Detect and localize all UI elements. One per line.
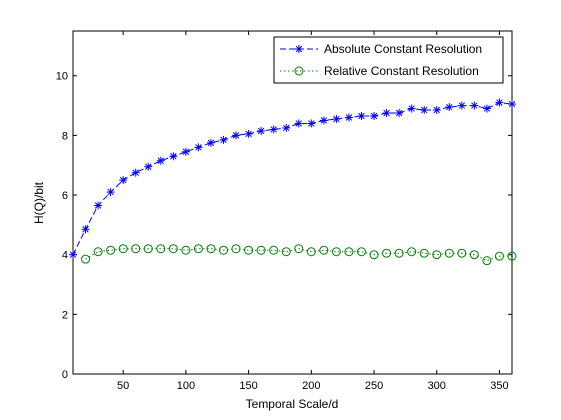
data-point-series-2 xyxy=(507,251,517,261)
data-point-series-1 xyxy=(344,113,353,122)
data-point-series-2 xyxy=(219,245,229,255)
data-point-series-2 xyxy=(469,250,479,260)
data-point-series-2 xyxy=(369,250,379,260)
data-point-series-2 xyxy=(432,250,442,260)
data-point-series-2 xyxy=(482,256,492,266)
data-point-series-1 xyxy=(269,125,278,134)
data-point-series-2 xyxy=(457,248,467,258)
data-point-series-2 xyxy=(106,245,116,255)
data-point-series-1 xyxy=(357,112,366,121)
data-point-series-2 xyxy=(244,245,254,255)
data-point-series-2 xyxy=(494,251,504,261)
legend: Absolute Constant Resolution Relative Con… xyxy=(273,36,504,84)
y-axis-label: H(Q)/bit xyxy=(32,181,46,224)
data-point-series-2 xyxy=(344,247,354,257)
data-point-series-2 xyxy=(231,244,241,254)
data-point-series-1 xyxy=(495,98,504,107)
data-point-series-2 xyxy=(319,245,329,255)
data-point-series-2 xyxy=(294,244,304,254)
x-tick-label: 150 xyxy=(239,380,257,392)
data-point-series-1 xyxy=(332,114,341,123)
x-tick-label: 350 xyxy=(490,380,508,392)
legend-marker-2 xyxy=(294,66,304,76)
series-layer xyxy=(69,98,517,266)
data-point-series-2 xyxy=(156,244,166,254)
x-tick-label: 300 xyxy=(428,380,446,392)
data-point-series-1 xyxy=(156,156,165,165)
data-point-series-1 xyxy=(94,201,103,210)
data-point-series-1 xyxy=(282,123,291,132)
data-point-series-1 xyxy=(181,147,190,156)
x-tick-label: 250 xyxy=(365,380,383,392)
plot-area xyxy=(72,30,513,375)
data-point-series-2 xyxy=(444,248,454,258)
x-tick-label: 50 xyxy=(117,380,129,392)
data-point-series-2 xyxy=(419,248,429,258)
data-point-series-1 xyxy=(370,112,379,121)
data-point-series-1 xyxy=(382,109,391,118)
data-point-series-1 xyxy=(445,103,454,112)
data-point-series-2 xyxy=(281,247,291,257)
data-point-series-1 xyxy=(206,138,215,147)
data-point-series-2 xyxy=(394,248,404,258)
data-point-series-1 xyxy=(508,100,516,109)
data-point-series-1 xyxy=(457,101,466,110)
y-tick-label: 4 xyxy=(62,250,68,262)
data-point-series-1 xyxy=(119,176,128,185)
data-point-series-1 xyxy=(219,135,228,144)
data-point-series-1 xyxy=(319,116,328,125)
data-point-series-2 xyxy=(206,244,216,254)
data-point-series-2 xyxy=(269,245,279,255)
data-point-series-2 xyxy=(81,254,91,264)
y-axis: 0 2 4 6 8 10 xyxy=(56,71,512,381)
data-point-series-2 xyxy=(143,244,153,254)
data-point-series-1 xyxy=(169,152,178,161)
data-point-series-1 xyxy=(131,168,140,177)
x-tick-label: 200 xyxy=(302,380,320,392)
data-point-series-2 xyxy=(331,247,341,257)
data-point-series-2 xyxy=(407,247,417,257)
data-point-series-2 xyxy=(168,244,178,254)
y-tick-label: 8 xyxy=(62,130,68,142)
legend-marker-1 xyxy=(295,45,303,53)
data-point-series-1 xyxy=(432,106,441,115)
data-point-series-1 xyxy=(407,104,416,113)
data-point-series-2 xyxy=(118,244,128,254)
data-point-series-2 xyxy=(193,244,203,254)
data-point-series-1 xyxy=(106,188,115,197)
x-axis-label: Temporal Scale/d xyxy=(246,397,339,411)
data-point-series-2 xyxy=(181,245,191,255)
data-point-series-2 xyxy=(356,247,366,257)
data-point-series-2 xyxy=(256,245,266,255)
data-point-series-1 xyxy=(232,131,241,140)
data-point-series-1 xyxy=(144,162,153,171)
data-point-series-1 xyxy=(482,104,491,113)
data-point-series-1 xyxy=(470,101,479,110)
x-axis: 50 100 150 200 250 300 350 xyxy=(117,31,509,392)
legend-label-1: Absolute Constant Resolution xyxy=(324,42,482,56)
data-point-series-1 xyxy=(420,106,429,115)
legend-box xyxy=(273,36,504,84)
data-point-series-1 xyxy=(244,129,253,138)
data-point-series-2 xyxy=(306,247,316,257)
data-point-series-1 xyxy=(395,109,404,118)
data-point-series-1 xyxy=(81,225,90,234)
data-point-series-1 xyxy=(194,143,203,152)
x-tick-label: 100 xyxy=(177,380,195,392)
data-point-series-1 xyxy=(257,126,266,135)
legend-label-2: Relative Constant Resolution xyxy=(324,64,479,78)
data-point-series-2 xyxy=(131,244,141,254)
data-point-series-2 xyxy=(382,248,392,258)
y-tick-label: 0 xyxy=(62,369,68,381)
data-point-series-2 xyxy=(93,247,103,257)
y-tick-label: 2 xyxy=(62,309,68,321)
data-point-series-1 xyxy=(294,119,303,128)
y-tick-label: 10 xyxy=(56,71,68,83)
data-point-series-1 xyxy=(307,119,316,128)
data-point-series-1 xyxy=(69,250,77,259)
y-tick-label: 6 xyxy=(62,190,68,202)
